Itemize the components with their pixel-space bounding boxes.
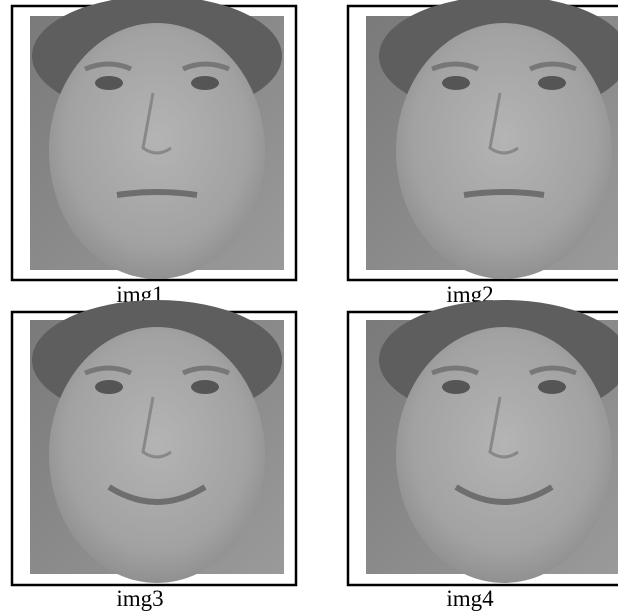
- image-label: img4: [446, 586, 494, 611]
- eye: [538, 380, 566, 394]
- eye: [95, 380, 123, 394]
- face: [49, 327, 265, 583]
- eye: [442, 76, 470, 90]
- panel: img4: [348, 300, 618, 611]
- face-image: [30, 0, 284, 279]
- figure: img1img2 img3 img4: [0, 0, 618, 612]
- panel: img2: [348, 0, 618, 307]
- eye: [191, 76, 219, 90]
- face-image: [366, 0, 618, 279]
- panel: img3: [12, 300, 296, 611]
- mouth: [117, 192, 197, 195]
- image-label: img3: [116, 586, 163, 611]
- face-image: [366, 300, 618, 583]
- eye: [538, 76, 566, 90]
- eye: [191, 380, 219, 394]
- panel: img1: [12, 0, 296, 307]
- face: [396, 327, 612, 583]
- eye: [442, 380, 470, 394]
- eye: [95, 76, 123, 90]
- face-image: [30, 300, 284, 583]
- face: [49, 23, 265, 279]
- face: [396, 23, 612, 279]
- mouth: [464, 192, 544, 195]
